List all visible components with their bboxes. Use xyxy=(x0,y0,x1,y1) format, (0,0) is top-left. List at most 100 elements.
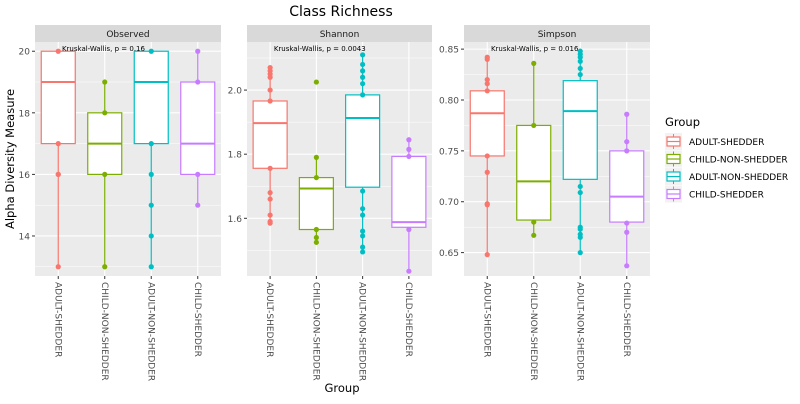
data-point xyxy=(313,226,319,233)
panel-strip-label: Simpson xyxy=(538,30,577,40)
y-tick-label: 1.8 xyxy=(228,151,243,161)
x-tick-label: ADULT-NON-SHEDDER xyxy=(574,282,584,381)
y-tick-label: 14 xyxy=(19,232,31,242)
data-point xyxy=(406,226,412,233)
data-point xyxy=(102,171,108,177)
panel-strip xyxy=(35,25,221,42)
y-tick-label: 0.85 xyxy=(439,46,459,56)
x-tick-label: CHILD-SHEDDER xyxy=(403,282,413,357)
data-point xyxy=(360,212,366,218)
x-tick-label: CHILD-NON-SHEDDER xyxy=(528,282,538,381)
legend-entry: ADULT-SHEDDER xyxy=(665,133,764,150)
panel-strip-label: Observed xyxy=(106,30,149,40)
data-point xyxy=(624,139,630,145)
data-point xyxy=(148,233,154,239)
box-adult-non-shedder xyxy=(345,52,381,255)
y-tick-label: 0.70 xyxy=(439,198,459,208)
data-point xyxy=(102,79,108,85)
data-point xyxy=(195,202,201,208)
x-tick-label: CHILD-SHEDDER xyxy=(192,282,202,357)
legend-label: ADULT-SHEDDER xyxy=(689,138,764,148)
legend-label: ADULT-NON-SHEDDER xyxy=(689,173,788,183)
data-point xyxy=(102,110,108,116)
data-point xyxy=(360,81,366,87)
data-point xyxy=(360,68,366,74)
x-tick-label: ADULT-NON-SHEDDER xyxy=(357,282,367,381)
box-iqr xyxy=(516,124,552,221)
data-point xyxy=(531,122,537,129)
data-point xyxy=(624,148,630,154)
data-point xyxy=(148,48,154,54)
data-point xyxy=(484,88,490,94)
legend-label: CHILD-NON-SHEDDER xyxy=(689,156,788,166)
y-tick-label: 2.0 xyxy=(228,87,243,97)
y-axis-label: Alpha Diversity Measure xyxy=(3,89,17,229)
legend-entry: CHILD-SHEDDER xyxy=(665,185,764,203)
data-point xyxy=(55,264,61,270)
data-point xyxy=(267,74,273,80)
kruskal-wallis-annotation: Kruskal-Wallis, p = 0.0043 xyxy=(274,45,366,53)
box-iqr xyxy=(609,150,645,223)
box-iqr xyxy=(562,80,598,180)
data-point xyxy=(531,232,537,238)
data-point xyxy=(55,171,61,177)
x-tick-label: ADULT-SHEDDER xyxy=(264,282,274,357)
kruskal-wallis-annotation: Kruskal-Wallis, p = 0.16 xyxy=(62,45,146,53)
box-iqr xyxy=(298,176,334,231)
data-point xyxy=(406,137,412,143)
data-point xyxy=(148,141,154,147)
x-tick-label: ADULT-SHEDDER xyxy=(52,282,62,357)
box-iqr xyxy=(391,155,427,228)
y-tick-label: 16 xyxy=(19,171,31,181)
x-tick-label: ADULT-SHEDDER xyxy=(481,282,491,357)
data-point xyxy=(484,202,490,208)
data-point xyxy=(531,60,537,66)
data-point xyxy=(148,264,154,270)
data-point xyxy=(267,212,273,218)
kruskal-wallis-annotation: Kruskal-Wallis, p = 0.016 xyxy=(491,45,579,53)
x-tick-label: CHILD-SHEDDER xyxy=(621,282,631,357)
data-point xyxy=(313,79,319,85)
box-iqr xyxy=(180,81,216,175)
panel-simpson: Simpson 0.65 0.70 0.75 0.80 0.85 ADULT-SHEDDER… xyxy=(439,25,650,381)
data-point xyxy=(484,153,490,159)
data-point xyxy=(360,74,366,80)
data-point xyxy=(624,229,630,235)
data-point xyxy=(577,250,583,256)
data-point xyxy=(267,190,273,196)
data-point xyxy=(267,87,273,93)
data-point xyxy=(360,244,366,250)
box-iqr xyxy=(133,50,169,145)
panel-strip-label: Shannon xyxy=(320,30,360,40)
y-tick-label: 0.75 xyxy=(439,147,459,157)
legend: Group ADULT-SHEDDER CHILD-NON-SHEDDER ADUL… xyxy=(665,115,788,203)
box-child-shedder xyxy=(391,137,427,274)
data-point xyxy=(360,92,366,98)
data-point xyxy=(360,188,366,194)
data-point xyxy=(102,264,108,270)
box-iqr xyxy=(469,90,505,157)
data-point xyxy=(484,81,490,87)
data-point xyxy=(406,268,412,274)
data-point xyxy=(484,169,490,175)
data-point xyxy=(195,79,201,85)
data-point xyxy=(484,56,490,62)
box-child-shedder xyxy=(180,48,216,208)
y-tick-label: 0.80 xyxy=(439,96,459,106)
box-adult-shedder xyxy=(252,65,288,226)
data-point xyxy=(360,249,366,255)
y-tick-label: 0.65 xyxy=(439,249,459,259)
data-point xyxy=(406,146,412,152)
chart-title: Class Richness xyxy=(289,4,393,20)
box-iqr xyxy=(252,100,288,169)
panel-shannon: Shannon 1.6 1.8 2.0 ADULT-SHEDDER CHILD-NON-S… xyxy=(228,25,432,381)
data-point xyxy=(360,61,366,68)
data-point xyxy=(577,226,583,232)
data-point xyxy=(624,111,630,117)
data-point xyxy=(313,174,319,181)
x-tick-label: CHILD-NON-SHEDDER xyxy=(310,282,320,381)
data-point xyxy=(484,77,490,83)
x-axis-label: Group xyxy=(324,381,359,395)
y-tick-label: 1.6 xyxy=(228,215,243,225)
